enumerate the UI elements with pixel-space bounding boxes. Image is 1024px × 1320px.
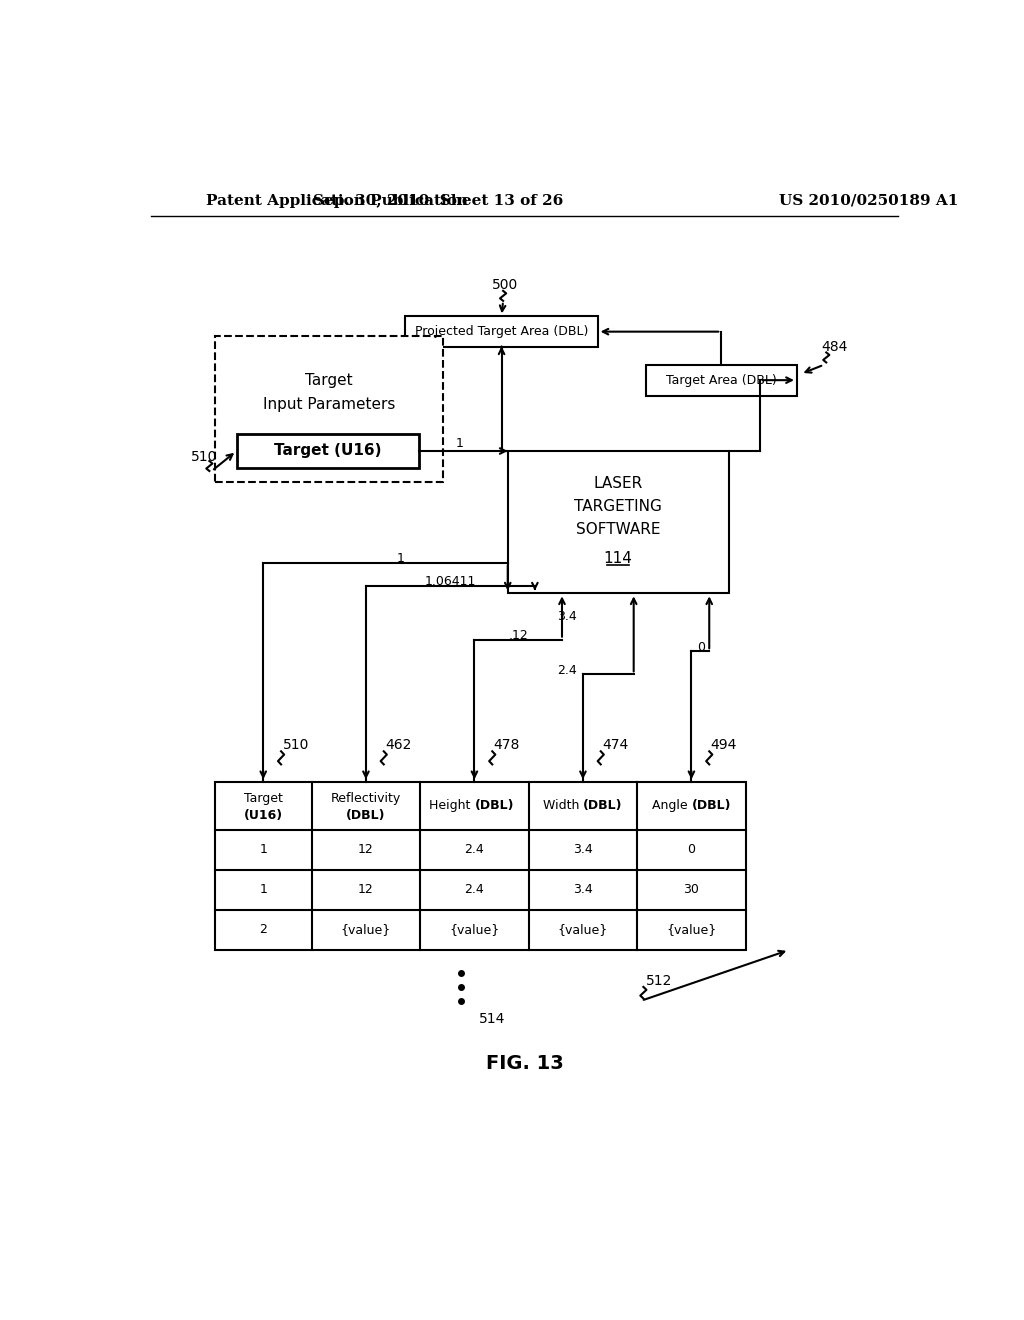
Bar	[215, 781, 745, 950]
Text: 2: 2	[259, 924, 267, 936]
Text: Patent Application Publication: Patent Application Publication	[206, 194, 468, 207]
Text: Angle: Angle	[652, 800, 691, 813]
Text: (DBL): (DBL)	[691, 800, 731, 813]
Text: 12: 12	[358, 843, 374, 857]
Text: Target Area (DBL): Target Area (DBL)	[666, 374, 776, 387]
Text: Height: Height	[429, 800, 474, 813]
Text: {value}: {value}	[667, 924, 717, 936]
Text: 462: 462	[385, 738, 412, 752]
Text: 510: 510	[283, 738, 309, 752]
Text: {value}: {value}	[341, 924, 391, 936]
Text: 3.4: 3.4	[573, 883, 593, 896]
Text: 1: 1	[397, 552, 404, 565]
Text: .12: .12	[508, 630, 528, 643]
Text: TARGETING: TARGETING	[574, 499, 663, 513]
Text: Target: Target	[305, 372, 353, 388]
Text: 500: 500	[493, 279, 518, 293]
Text: 2.4: 2.4	[465, 883, 484, 896]
Text: 114: 114	[604, 552, 633, 566]
Text: 1: 1	[456, 437, 463, 450]
Bar	[237, 434, 419, 469]
Text: US 2010/0250189 A1: US 2010/0250189 A1	[779, 194, 958, 207]
Text: 474: 474	[602, 738, 629, 752]
Text: 30: 30	[683, 883, 699, 896]
Text: SOFTWARE: SOFTWARE	[575, 521, 660, 537]
Text: Sep. 30, 2010  Sheet 13 of 26: Sep. 30, 2010 Sheet 13 of 26	[313, 194, 563, 207]
Bar	[646, 364, 797, 396]
Text: 0: 0	[687, 843, 695, 857]
Text: LASER: LASER	[594, 475, 643, 491]
Text: (U16): (U16)	[244, 809, 283, 822]
Text: 478: 478	[494, 738, 520, 752]
Text: Target (U16): Target (U16)	[273, 444, 381, 458]
Text: (DBL): (DBL)	[474, 800, 514, 813]
Text: 494: 494	[711, 738, 737, 752]
Text: 1: 1	[259, 843, 267, 857]
Text: 3.4: 3.4	[573, 843, 593, 857]
Text: Input Parameters: Input Parameters	[263, 397, 395, 412]
Text: 1: 1	[259, 883, 267, 896]
Text: 2.4: 2.4	[465, 843, 484, 857]
Text: FIG. 13: FIG. 13	[486, 1053, 563, 1073]
Text: 2.4: 2.4	[557, 664, 577, 677]
Bar	[406, 317, 598, 347]
Text: 484: 484	[821, 341, 847, 354]
Text: Reflectivity: Reflectivity	[331, 792, 401, 805]
Text: 3.4: 3.4	[557, 610, 577, 623]
Text: {value}: {value}	[450, 924, 500, 936]
Bar	[508, 451, 729, 594]
Text: 0: 0	[697, 640, 706, 653]
Text: Width: Width	[543, 800, 583, 813]
Text: (DBL): (DBL)	[583, 800, 623, 813]
Text: {value}: {value}	[558, 924, 608, 936]
Text: 12: 12	[358, 883, 374, 896]
Bar	[215, 335, 443, 482]
Text: (DBL): (DBL)	[346, 809, 386, 822]
Text: 1.06411: 1.06411	[425, 576, 476, 589]
Text: 514: 514	[479, 1012, 506, 1026]
Text: Projected Target Area (DBL): Projected Target Area (DBL)	[415, 325, 588, 338]
Text: Target: Target	[244, 792, 283, 805]
Text: 510: 510	[190, 450, 217, 465]
Text: 512: 512	[646, 974, 672, 987]
